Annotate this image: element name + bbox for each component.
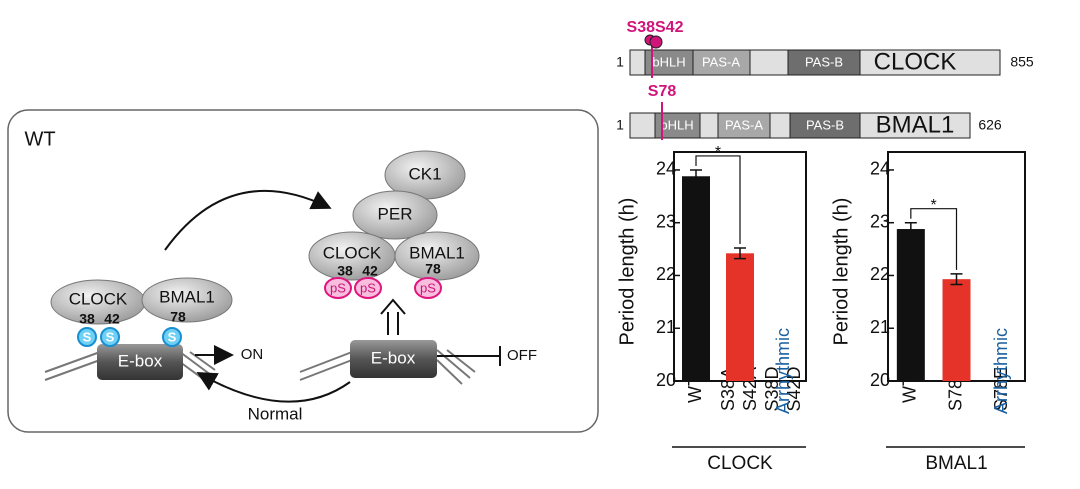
domain-label: PAS-B [806, 117, 844, 132]
inhibit-arrow [437, 346, 501, 366]
y-tick-label: 21 [656, 317, 676, 337]
phospho-label: pS [330, 280, 346, 295]
phospho-marks: pS pS pS [324, 277, 442, 299]
significance-bracket [910, 208, 958, 270]
domain-label: PAS-A [702, 54, 740, 69]
significance-bracket [695, 155, 741, 245]
arrow-label: Normal [248, 404, 303, 423]
bar [942, 279, 971, 381]
domain [787, 49, 861, 76]
y-tick-label: 20 [656, 370, 676, 390]
missing-label: Arrhythmic [991, 328, 1011, 414]
y-tick-label: 24 [656, 159, 676, 179]
bar [682, 176, 710, 381]
y-tick-label: 24 [870, 159, 890, 179]
group-label: CLOCK [707, 453, 773, 474]
site-label: 78 [425, 261, 441, 277]
x-tick-label: S78E [991, 367, 1011, 411]
per-protein [352, 190, 438, 240]
error-bar [734, 247, 746, 260]
bar [896, 229, 925, 381]
group-label: BMAL1 [925, 453, 987, 474]
domain [717, 112, 771, 139]
y-tick-label: 22 [870, 264, 890, 284]
x-tick-label: S42D [784, 366, 804, 411]
missing-label: Arrhythmic [773, 328, 793, 414]
site-label: 38 [337, 263, 353, 279]
site-label: S78 [648, 83, 677, 100]
double-arrow [380, 298, 406, 335]
protein-label: CLOCK [323, 243, 382, 262]
protein-name: CLOCK [874, 48, 957, 75]
domain-label: PAS-B [805, 54, 843, 69]
serine-label: S [83, 329, 92, 344]
site-label: S38S42 [627, 19, 684, 36]
wt-panel: WT E-box ON CLOCK BMAL1 38 42 78 S S S N… [7, 109, 599, 433]
panel-frame [7, 109, 599, 433]
y-tick-label: 23 [656, 211, 676, 231]
phospho-label: pS [360, 280, 376, 295]
panel-label: WT [24, 128, 55, 150]
dna [44, 349, 476, 385]
protein-name: BMAL1 [876, 111, 955, 138]
domain [692, 49, 751, 76]
residue-end: 855 [1010, 54, 1034, 70]
x-tick-label: WT [685, 375, 705, 403]
protein-label: BMAL1 [409, 243, 465, 262]
significance-label: * [715, 144, 721, 161]
serine-label: S [106, 329, 115, 344]
bmal1-map: bHLH PAS-A PAS-B BMAL1 1 626 S78 [616, 83, 1002, 140]
y-tick-label: 20 [870, 370, 890, 390]
residue-start: 1 [616, 117, 624, 133]
error-bar [690, 169, 702, 184]
serine-label: S [168, 329, 177, 344]
e-box-label: E-box [371, 348, 416, 367]
arrow [164, 189, 332, 251]
protein-label: BMAL1 [159, 287, 215, 306]
protein-label: CK1 [408, 164, 441, 183]
x-tick-label: WT [900, 375, 920, 403]
y-tick-label: 23 [870, 211, 890, 231]
domain-label: PAS-A [725, 117, 763, 132]
bmal1-protein [141, 277, 233, 323]
e-box-label: E-box [118, 351, 163, 370]
protein-label: PER [378, 204, 413, 223]
output-label: ON [241, 346, 264, 363]
serine-marks: S S S [77, 327, 182, 347]
phospho-label: pS [420, 280, 436, 295]
protein-label: CLOCK [69, 289, 128, 308]
domain-label: bHLH [652, 54, 685, 69]
bar [726, 253, 754, 381]
y-tick-label: 21 [870, 317, 890, 337]
error-bar [904, 221, 917, 237]
arrow [196, 372, 351, 403]
residue-start: 1 [616, 54, 624, 70]
e-box [97, 344, 183, 380]
error-bar [950, 273, 963, 286]
clock-map: bHLH PAS-A PAS-B CLOCK 1 855 S38S42 [616, 19, 1034, 78]
e-box [350, 340, 437, 378]
residue-end: 626 [978, 117, 1002, 133]
significance-label: * [931, 197, 937, 214]
domain [789, 112, 861, 139]
site-label: 38 [79, 311, 95, 327]
site-label: 78 [170, 309, 186, 325]
output-label: OFF [507, 347, 537, 364]
site-label: 42 [104, 311, 120, 327]
site-label: 42 [362, 263, 378, 279]
y-axis-label: Period length (h) [616, 198, 638, 346]
y-tick-label: 22 [656, 264, 676, 284]
domain-label: bHLH [660, 117, 693, 132]
x-tick-label: S38D [762, 366, 782, 411]
y-axis-label: Period length (h) [830, 198, 852, 346]
